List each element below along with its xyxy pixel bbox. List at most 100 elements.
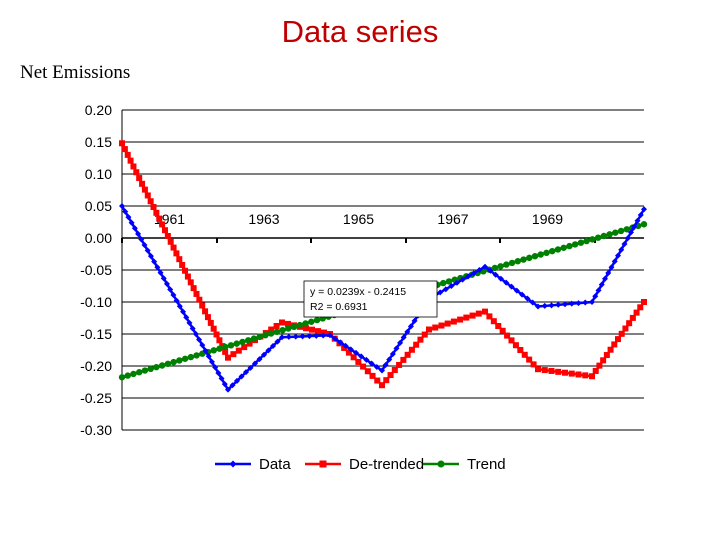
data-point (241, 344, 248, 351)
data-point (208, 358, 215, 365)
data-point (161, 227, 168, 234)
data-point (391, 367, 398, 374)
data-point (637, 304, 644, 311)
data-point (508, 259, 516, 267)
data-point (285, 333, 292, 340)
data-point (618, 246, 625, 253)
data-point (350, 354, 357, 361)
data-point (136, 175, 143, 182)
data-point (568, 370, 575, 377)
data-point (256, 333, 263, 341)
data-point (368, 360, 375, 367)
regression-annotation: y = 0.0239x - 0.2415 R2 = 0.6931 (303, 280, 438, 318)
data-point (273, 323, 280, 329)
data-point (562, 301, 568, 308)
series-de-trended (119, 140, 647, 389)
data-point (279, 334, 285, 341)
data-point (243, 369, 249, 376)
data-point (497, 275, 504, 282)
data-point (492, 271, 499, 278)
data-point (548, 367, 555, 374)
data-point (160, 275, 167, 282)
data-point (497, 263, 504, 270)
data-point (566, 242, 573, 250)
data-point (541, 367, 548, 374)
data-point (121, 146, 128, 153)
data-point (130, 370, 137, 378)
data-point (526, 254, 533, 262)
data-point (508, 283, 515, 290)
data-point (202, 347, 209, 354)
data-point (622, 325, 629, 332)
data-point (582, 372, 589, 379)
data-point (374, 377, 381, 384)
data-point (363, 356, 370, 363)
data-point (150, 204, 157, 211)
data-point (227, 342, 235, 349)
data-point (519, 291, 526, 298)
data-point (302, 320, 309, 327)
data-point (575, 300, 582, 307)
y-tick-label: -0.15 (80, 326, 112, 342)
data-point (261, 351, 267, 358)
data-point (313, 332, 320, 339)
data-point (170, 244, 177, 251)
data-point (548, 302, 555, 309)
data-point (594, 234, 602, 241)
data-point (319, 460, 327, 468)
data-point (445, 278, 453, 285)
data-point (347, 346, 354, 353)
data-point (491, 264, 499, 272)
data-point (612, 229, 619, 236)
data-point (621, 241, 628, 247)
data-point (139, 180, 146, 187)
data-point (285, 320, 291, 327)
data-point (459, 276, 466, 283)
data-point (607, 346, 614, 353)
data-point (176, 256, 183, 263)
data-point (285, 325, 292, 332)
data-point (531, 252, 539, 260)
data-point (247, 364, 254, 371)
data-point (571, 241, 579, 248)
data-point (400, 334, 407, 341)
data-point (320, 332, 327, 339)
data-point (196, 296, 203, 303)
data-point (205, 353, 212, 360)
data-point (541, 302, 548, 309)
data-point (629, 314, 636, 321)
data-point (279, 319, 285, 326)
data-point (437, 289, 444, 296)
data-point (176, 357, 183, 364)
data-point (490, 318, 497, 325)
data-point (124, 151, 131, 158)
data-point (182, 267, 189, 274)
data-point (389, 350, 396, 357)
data-point (315, 328, 321, 335)
data-point (265, 347, 272, 354)
data-point (486, 313, 493, 320)
data-point (413, 341, 420, 348)
data-point (196, 336, 203, 343)
data-point (342, 342, 349, 349)
data-point (233, 340, 240, 347)
data-point (222, 343, 229, 351)
data-point (404, 328, 411, 335)
data-point (229, 460, 237, 468)
y-axis-title: Net Emissions (20, 62, 131, 83)
data-point (225, 386, 231, 393)
data-point (345, 349, 352, 356)
data-point (170, 292, 177, 299)
chart-title: Data series (281, 14, 439, 49)
data-point (600, 232, 608, 240)
data-point (404, 351, 411, 358)
data-point (244, 337, 252, 344)
data-point (577, 239, 585, 246)
legend-label: Data (259, 456, 291, 473)
data-point (432, 324, 439, 331)
y-tick-label: 0.10 (85, 166, 112, 182)
data-point (296, 321, 304, 329)
data-point (151, 258, 158, 265)
data-point (189, 325, 196, 332)
data-point (167, 286, 174, 293)
